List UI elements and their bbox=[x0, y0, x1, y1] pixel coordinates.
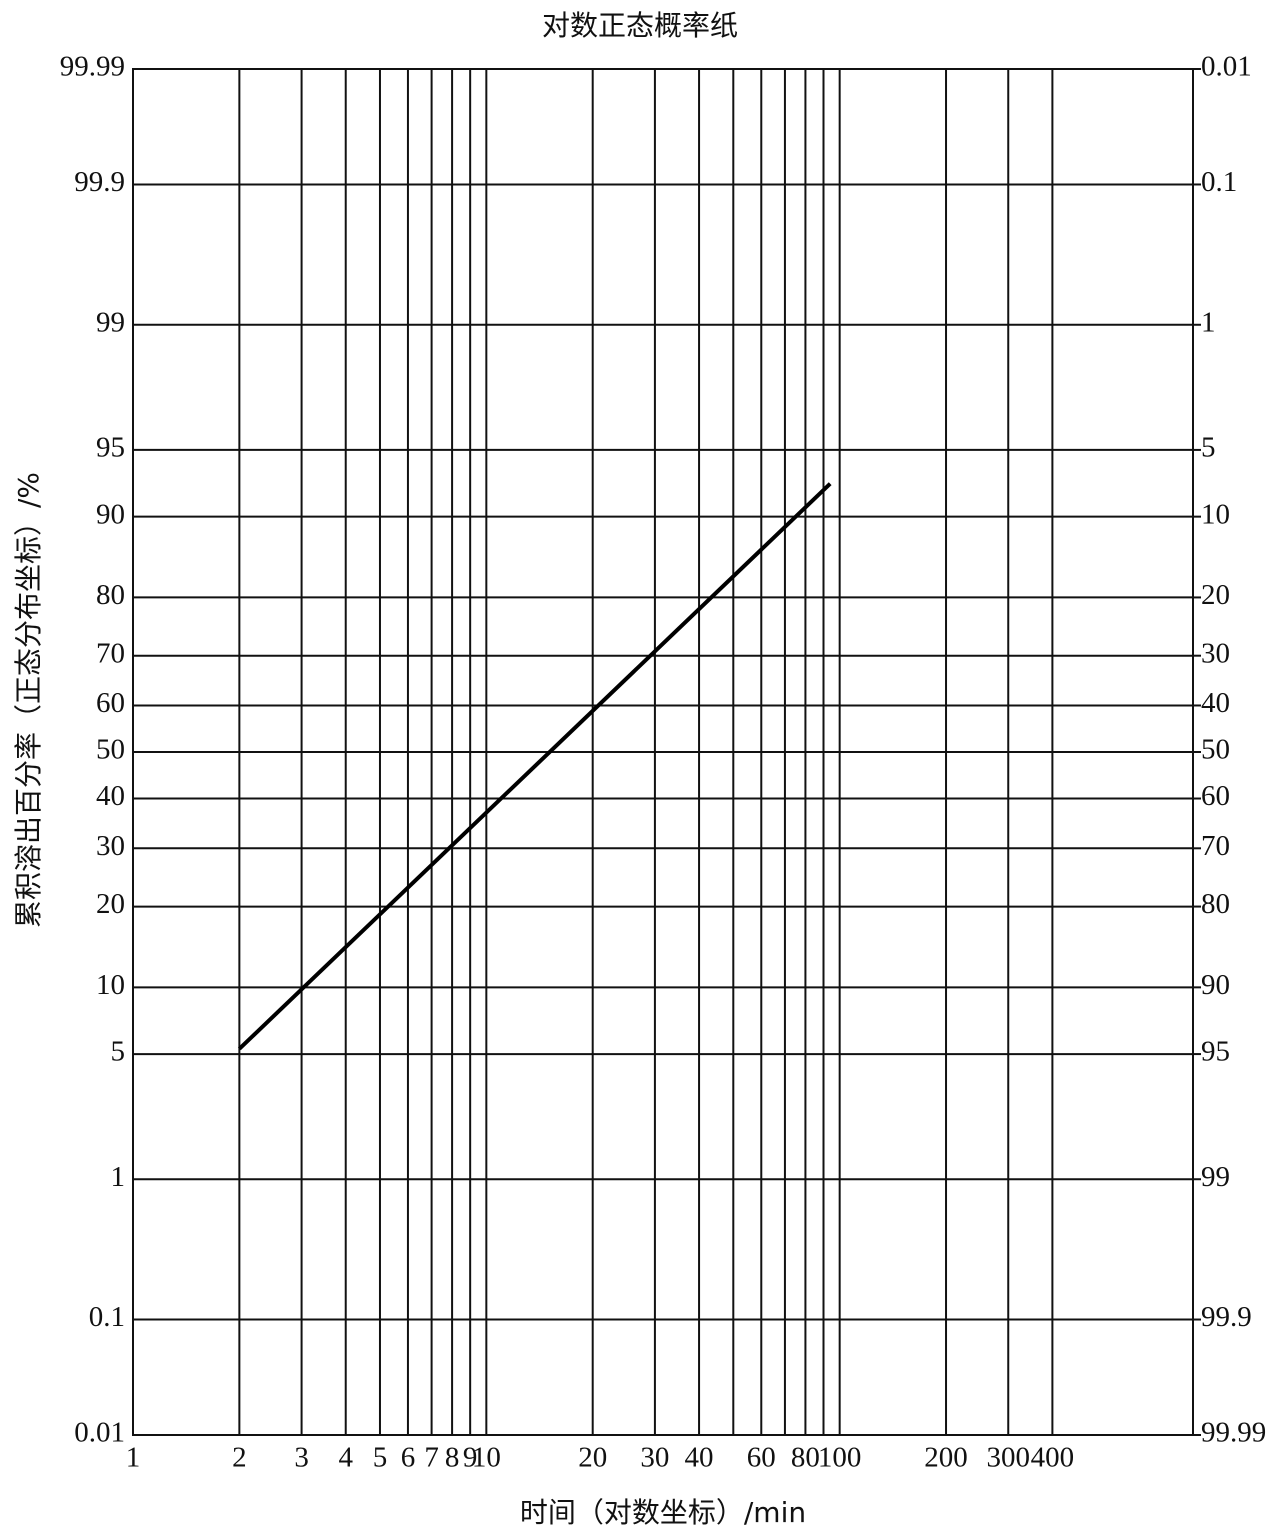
x-tick-label: 9 bbox=[463, 1442, 478, 1474]
y-tick-label: 80 bbox=[96, 579, 125, 611]
x-tick-label: 60 bbox=[747, 1442, 776, 1474]
y-tick-label: 70 bbox=[96, 637, 125, 669]
y2-tick-label: 10 bbox=[1201, 498, 1230, 530]
x-tick-label: 300 bbox=[986, 1442, 1030, 1474]
y-tick-label: 99 bbox=[96, 306, 125, 338]
y2-tick-label: 50 bbox=[1201, 734, 1230, 766]
y-tick-label: 20 bbox=[96, 888, 125, 920]
y-tick-label: 30 bbox=[96, 830, 125, 862]
x-tick-label: 10 bbox=[472, 1442, 501, 1474]
y2-tick-label: 99 bbox=[1201, 1161, 1230, 1193]
x-tick-label: 2 bbox=[232, 1442, 247, 1474]
x-tick-label: 200 bbox=[924, 1442, 968, 1474]
x-tick-label: 400 bbox=[1031, 1442, 1075, 1474]
y-tick-label: 0.1 bbox=[89, 1301, 125, 1333]
y2-tick-label: 30 bbox=[1201, 637, 1230, 669]
y2-tick-label: 99.9 bbox=[1201, 1301, 1252, 1333]
x-tick-label: 40 bbox=[685, 1442, 714, 1474]
y2-tick-label: 70 bbox=[1201, 830, 1230, 862]
x-tick-label: 3 bbox=[294, 1442, 309, 1474]
y2-tick-label: 20 bbox=[1201, 579, 1230, 611]
y-tick-label: 60 bbox=[96, 687, 125, 719]
x-tick-label: 1 bbox=[126, 1442, 141, 1474]
y-tick-label: 50 bbox=[96, 734, 125, 766]
x-tick-label: 6 bbox=[401, 1442, 416, 1474]
y-axis-label: 累积溶出百分率（正态分布坐标）/% bbox=[12, 472, 45, 928]
y-tick-label: 90 bbox=[96, 498, 125, 530]
chart-title: 对数正态概率纸 bbox=[542, 9, 738, 42]
y2-tick-label: 80 bbox=[1201, 888, 1230, 920]
y2-tick-label: 60 bbox=[1201, 780, 1230, 812]
y2-tick-label: 5 bbox=[1201, 432, 1216, 464]
y-tick-label: 99.9 bbox=[74, 166, 125, 198]
y2-tick-label: 40 bbox=[1201, 687, 1230, 719]
y2-tick-label: 99.99 bbox=[1201, 1417, 1266, 1449]
y-tick-label: 1 bbox=[111, 1161, 126, 1193]
y2-tick-label: 1 bbox=[1201, 306, 1216, 338]
x-tick-label: 30 bbox=[640, 1442, 669, 1474]
y-tick-label: 5 bbox=[111, 1036, 126, 1068]
x-tick-label: 4 bbox=[338, 1442, 353, 1474]
y-tick-label: 99.99 bbox=[60, 51, 125, 83]
y-tick-label: 0.01 bbox=[74, 1417, 125, 1449]
x-tick-label: 8 bbox=[445, 1442, 460, 1474]
y-tick-label: 95 bbox=[96, 432, 125, 464]
y-tick-label: 10 bbox=[96, 969, 125, 1001]
x-tick-label: 5 bbox=[373, 1442, 388, 1474]
y-tick-label: 40 bbox=[96, 780, 125, 812]
data-line bbox=[237, 482, 832, 1051]
x-tick-label: 20 bbox=[578, 1442, 607, 1474]
y2-tick-label: 0.1 bbox=[1201, 166, 1237, 198]
y2-tick-label: 90 bbox=[1201, 969, 1230, 1001]
x-axis-label: 时间（对数坐标）/min bbox=[520, 1496, 806, 1529]
x-tick-label: 7 bbox=[424, 1442, 439, 1474]
x-tick-label: 100 bbox=[818, 1442, 862, 1474]
x-tick-label: 80 bbox=[791, 1442, 820, 1474]
y2-tick-label: 0.01 bbox=[1201, 51, 1252, 83]
y2-tick-label: 95 bbox=[1201, 1036, 1230, 1068]
